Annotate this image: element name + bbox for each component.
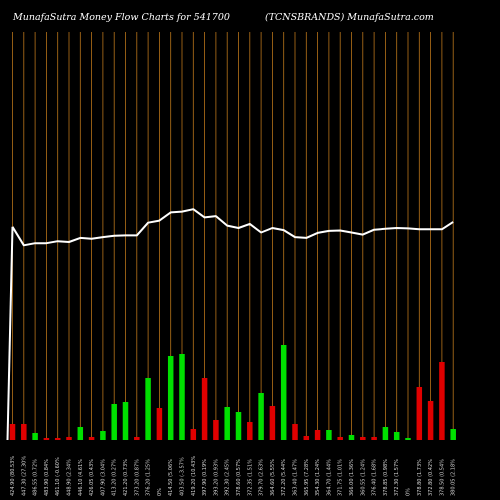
x-tick-label: 486.55 (0.72% bbox=[33, 459, 39, 496]
money-flow-bar bbox=[122, 402, 129, 440]
money-flow-bar bbox=[201, 378, 208, 440]
price-line-layer bbox=[6, 208, 454, 441]
money-flow-bar bbox=[190, 429, 197, 440]
x-tick-label: 447.30 (27.30% bbox=[21, 456, 27, 496]
x-tick-label: 378.60 (0.57% bbox=[236, 459, 242, 496]
x-tick-label: 365.95 (7.28% bbox=[304, 459, 310, 496]
x-tick-label: 364.60 (5.55% bbox=[270, 459, 276, 496]
money-flow-bar bbox=[213, 420, 219, 440]
x-tick-label: 483.90 (0.84% bbox=[44, 459, 50, 496]
money-flow-bar bbox=[32, 433, 38, 440]
money-flow-bar bbox=[348, 435, 355, 440]
price-line-start bbox=[6, 226, 14, 441]
x-tick-label: 378.85 (0.98% bbox=[383, 459, 389, 496]
money-flow-bar bbox=[303, 436, 310, 440]
money-flow-bar bbox=[54, 438, 61, 440]
x-tick-label: 0% bbox=[157, 488, 163, 496]
chart-subtitle: (TCNSBRANDS) MunafaSutra.com bbox=[265, 12, 434, 23]
x-tick-label: 378.80 (1.73% bbox=[417, 459, 423, 496]
x-tick-label: 372.20 (5.44% bbox=[281, 459, 287, 496]
x-tick-label: 392.30 (2.45% bbox=[225, 459, 231, 496]
money-flow-bar bbox=[100, 431, 106, 440]
x-tick-label: 421.20 (0.73% bbox=[123, 459, 129, 496]
money-flow-bar bbox=[224, 407, 230, 440]
money-flow-bar bbox=[258, 393, 264, 440]
x-axis-labels: 424.90 (80.53% 447.30 (27.30% 486.55 (0.72… bbox=[10, 456, 457, 496]
money-flow-bar bbox=[292, 424, 298, 440]
money-flow-bar bbox=[21, 424, 27, 440]
money-flow-bar bbox=[167, 356, 174, 440]
money-flow-bar bbox=[337, 437, 343, 440]
x-tick-label: 376.20 (1.25% bbox=[146, 459, 152, 496]
x-tick-label: 393.20 (0.93% bbox=[213, 459, 219, 496]
money-flow-bar bbox=[439, 362, 445, 440]
money-flow-bar bbox=[179, 354, 185, 440]
chart-title: MunafaSutra Money Flow Charts for 541700 bbox=[13, 12, 230, 23]
x-tick-label: 373.20 (0.87% bbox=[134, 459, 140, 496]
money-flow-bar bbox=[393, 432, 400, 440]
money-flow-bar bbox=[111, 404, 117, 440]
money-flow-bar bbox=[416, 387, 423, 440]
x-tick-label: 354.30 (1.24% bbox=[315, 459, 321, 496]
x-tick-label: 419.20 (10.43% bbox=[191, 456, 197, 496]
x-tick-label: 0% bbox=[406, 488, 412, 496]
money-flow-bar bbox=[450, 429, 456, 440]
x-tick-label: 397.90 (0.19% bbox=[202, 459, 208, 496]
money-flow-bar bbox=[134, 437, 140, 440]
x-tick-label: 360.55 (1.24% bbox=[360, 459, 366, 496]
x-tick-label: 372.80 (0.42% bbox=[428, 459, 434, 496]
money-flow-bar bbox=[9, 424, 16, 440]
money-flow-bar bbox=[427, 401, 434, 440]
x-tick-label: 448.90 (2.34% bbox=[67, 459, 73, 496]
money-flow-bar bbox=[405, 438, 411, 440]
money-flow-bar bbox=[360, 437, 366, 440]
money-flow-bar bbox=[43, 438, 50, 440]
money-flow-bar bbox=[66, 437, 72, 440]
x-tick-label: 380.05 (2.18% bbox=[451, 459, 457, 496]
x-tick-label: 371.75 (1.01% bbox=[338, 459, 344, 496]
money-flow-bars bbox=[9, 345, 456, 440]
x-tick-label: 379.70 (2.63% bbox=[259, 459, 265, 496]
money-flow-bar bbox=[235, 412, 242, 440]
x-tick-label: 372.30 (1.57% bbox=[394, 459, 400, 496]
x-tick-label: 414.50 (5.06% bbox=[168, 459, 174, 496]
x-tick-label: 363.40 (1.47% bbox=[293, 459, 299, 496]
x-tick-label: 407.90 (3.04% bbox=[100, 459, 106, 496]
money-flow-bar bbox=[145, 378, 151, 440]
money-flow-bar bbox=[280, 345, 287, 440]
money-flow-bar bbox=[88, 437, 95, 440]
x-tick-label: 461.10 (-0.60% bbox=[55, 457, 61, 496]
money-flow-bar bbox=[371, 437, 377, 440]
x-tick-label: 366.00 (1.36% bbox=[349, 459, 355, 496]
x-tick-label: 376.40 (1.68% bbox=[372, 459, 378, 496]
money-flow-bar bbox=[326, 430, 332, 440]
x-tick-label: 424.90 (80.53% bbox=[10, 456, 16, 496]
grid-lines bbox=[12, 32, 454, 440]
money-flow-bar bbox=[314, 430, 321, 440]
x-tick-label: 413.20 (0.27% bbox=[112, 459, 118, 496]
x-tick-label: 378.50 (0.54% bbox=[439, 459, 445, 496]
money-flow-bar bbox=[77, 427, 84, 440]
money-flow-bar bbox=[382, 427, 389, 440]
price-line bbox=[11, 208, 454, 247]
x-tick-label: 372.35 (1.51% bbox=[247, 459, 253, 496]
money-flow-bar bbox=[247, 422, 253, 440]
x-tick-label: 446.10 (4.61% bbox=[78, 459, 84, 496]
money-flow-bar bbox=[156, 408, 163, 440]
x-tick-label: 426.05 (0.43% bbox=[89, 459, 95, 496]
x-tick-label: 403.50 (-3.57% bbox=[180, 457, 186, 496]
money-flow-bar bbox=[269, 406, 276, 440]
x-tick-label: 364.70 (1.44% bbox=[326, 459, 332, 496]
